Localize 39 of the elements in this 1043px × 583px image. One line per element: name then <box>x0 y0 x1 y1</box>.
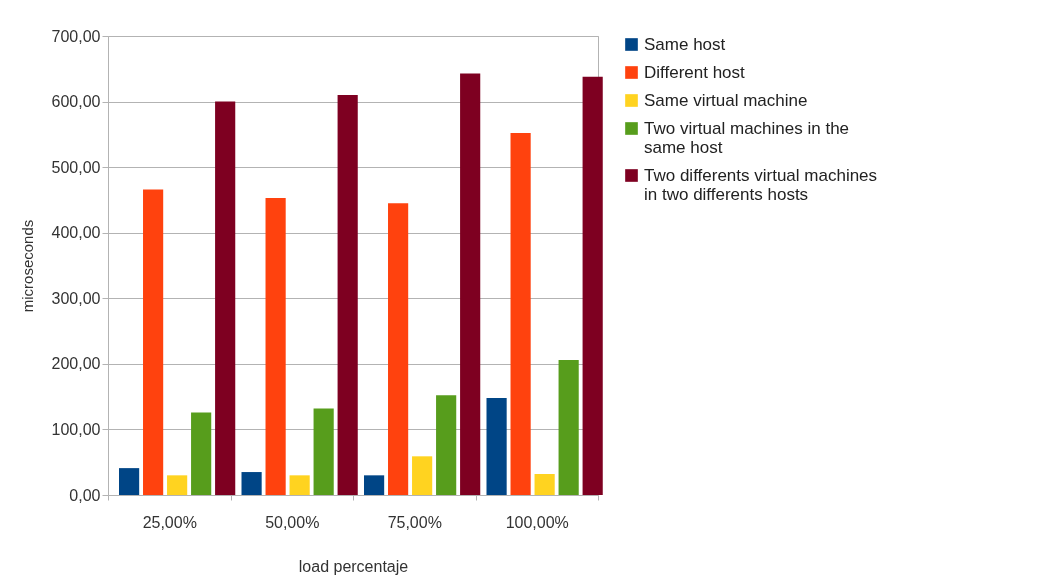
bar <box>460 73 481 495</box>
bar <box>364 475 385 495</box>
x-tick-label: 100,00% <box>505 513 569 531</box>
bar <box>265 197 286 495</box>
y-tick-label: 200,00 <box>51 355 101 373</box>
bar <box>436 395 457 495</box>
bar <box>337 95 358 495</box>
bar <box>167 475 188 495</box>
y-tick-label: 300,00 <box>51 289 101 307</box>
x-tick-label: 75,00% <box>387 513 442 531</box>
x-tick-label: 50,00% <box>265 513 320 531</box>
y-tick-label: 400,00 <box>51 224 101 242</box>
bar <box>191 412 212 495</box>
y-axis-title: microseconds <box>18 219 36 313</box>
bar <box>582 76 603 495</box>
bar <box>143 189 164 495</box>
legend-label: Same virtual machine <box>644 90 808 110</box>
bar <box>486 397 507 495</box>
legend-label: Two differents virtual machines in two differents hosts <box>644 165 878 204</box>
bar <box>510 133 531 495</box>
bar <box>388 203 409 495</box>
bar <box>241 472 262 495</box>
x-axis-title: load percentaje <box>298 557 409 575</box>
bar <box>412 456 433 495</box>
bar <box>289 475 310 495</box>
y-tick-label: 600,00 <box>51 93 101 111</box>
bar <box>119 468 140 495</box>
bar <box>313 408 334 495</box>
x-tick-label: 25,00% <box>142 513 197 531</box>
y-tick-label: 500,00 <box>51 158 101 176</box>
y-tick-label: 700,00 <box>51 27 101 45</box>
y-tick-label: 0,00 <box>69 486 101 504</box>
legend-label: Two virtual machines in the same host <box>644 118 850 157</box>
bar <box>558 359 579 495</box>
y-tick-label: 100,00 <box>51 420 101 438</box>
legend-label: Different host <box>644 62 746 82</box>
legend-label: Same host <box>644 34 726 54</box>
bar <box>215 101 236 495</box>
bar <box>534 474 555 495</box>
